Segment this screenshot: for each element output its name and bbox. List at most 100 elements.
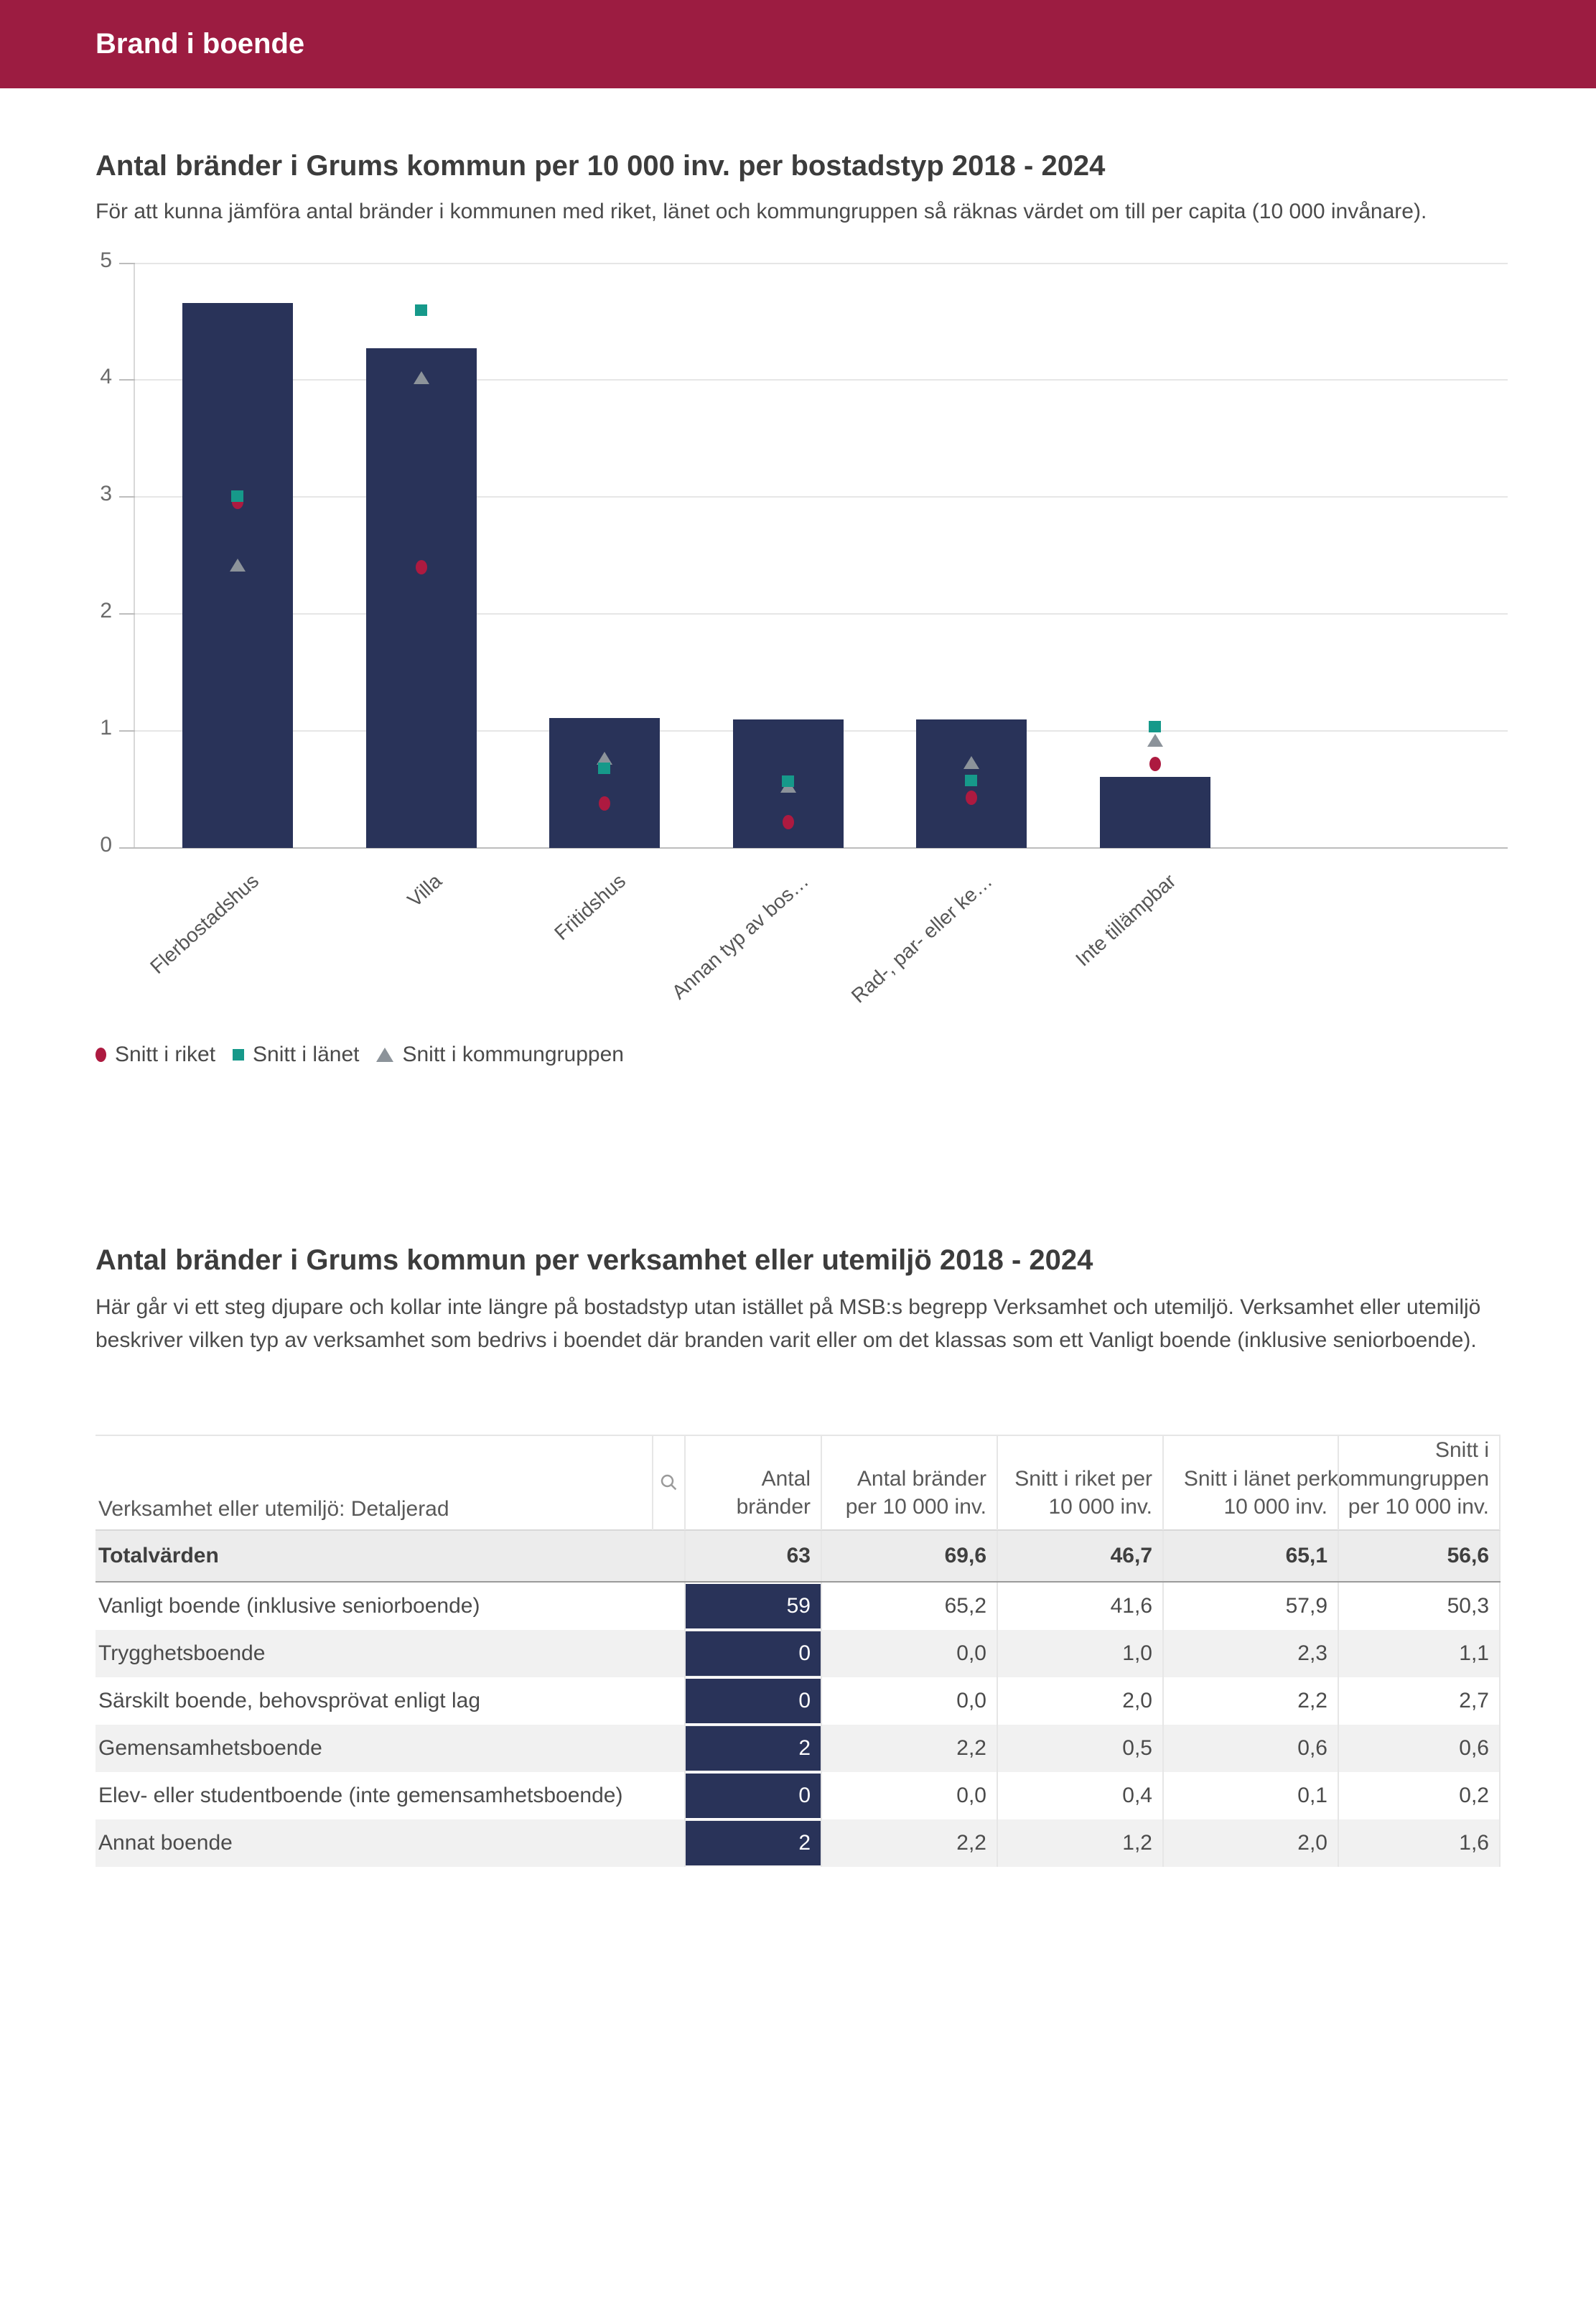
column-header-antal: Antal bränder (684, 1436, 821, 1530)
row-label: Särskilt boende, behovsprövat enligt lag (98, 1689, 481, 1712)
cell: 0,6 (1338, 1725, 1501, 1772)
y-axis-tick (119, 496, 135, 498)
y-axis-tick (119, 262, 135, 264)
cell: 41,6 (997, 1583, 1162, 1630)
gridline (135, 262, 1508, 264)
legend-label: Snitt i länet (253, 1043, 360, 1066)
cell: 63 (684, 1531, 821, 1581)
antal-cell: 0 (684, 1772, 821, 1819)
antal-value: 0 (686, 1631, 821, 1676)
column-header-snitt-lanet: Snitt i länet per 10 000 inv. (1162, 1436, 1338, 1530)
table-row: Särskilt boende, behovsprövat enligt lag… (95, 1677, 1501, 1725)
row-label: Gemensamhetsboende (98, 1736, 322, 1760)
riket-circle-icon (95, 1048, 106, 1062)
y-axis-tick-label: 5 (100, 248, 112, 272)
riket-marker-circle-icon[interactable] (1149, 756, 1161, 771)
y-axis-line (134, 263, 135, 848)
cell: 50,3 (1338, 1583, 1501, 1630)
lanet-marker-square-icon[interactable] (414, 304, 427, 316)
chart-subtitle: För att kunna jämföra antal bränder i ko… (95, 200, 1427, 223)
table-section-title: Antal bränder i Grums kommun per verksam… (95, 1244, 1093, 1277)
table-row: Annat boende 2 2,2 1,2 2,0 1,6 (95, 1819, 1501, 1867)
app-header: Brand i boende (0, 0, 1596, 88)
y-axis-tick-label: 2 (100, 599, 112, 623)
table-row: Elev- eller studentboende (inte gemensam… (95, 1772, 1501, 1819)
cell: 57,9 (1162, 1583, 1338, 1630)
legend-item-kommungruppen: Snitt i kommungruppen (376, 1043, 624, 1067)
y-axis-tick-label: 3 (100, 482, 112, 506)
chart-legend: Snitt i riket Snitt i länet Snitt i komm… (95, 1043, 624, 1067)
y-axis-tick (119, 379, 135, 381)
search-icon (661, 1475, 676, 1491)
x-axis-label: Inte tillämpbar (1070, 870, 1180, 971)
chart-bar[interactable] (916, 719, 1027, 848)
antal-value: 59 (686, 1584, 821, 1628)
legend-item-lanet: Snitt i länet (233, 1043, 359, 1067)
antal-value: 0 (686, 1774, 821, 1818)
cell: 2,0 (1162, 1819, 1338, 1867)
antal-value: 2 (686, 1726, 821, 1771)
cell: 0,2 (1338, 1772, 1501, 1819)
column-header-snitt-riket: Snitt i riket per 10 000 inv. (997, 1436, 1162, 1530)
table-header-row: Verksamhet eller utemiljö: Detaljerad An… (95, 1435, 1501, 1531)
cell: 0,0 (821, 1630, 997, 1677)
cell: 2,0 (997, 1677, 1162, 1725)
page-title: Brand i boende (95, 28, 305, 60)
y-axis-tick-label: 1 (100, 716, 112, 740)
cell: 0,0 (821, 1772, 997, 1819)
antal-value: 0 (686, 1679, 821, 1723)
cell: 0,5 (997, 1725, 1162, 1772)
x-axis-label: Villa (403, 870, 447, 912)
y-axis-tick (119, 730, 135, 732)
cell: 0,4 (997, 1772, 1162, 1819)
kommungruppen-marker-triangle-icon[interactable] (1147, 734, 1163, 747)
x-axis-label: Fritidshus (549, 870, 630, 945)
cell: 2,7 (1338, 1677, 1501, 1725)
chart-bar[interactable] (1099, 776, 1210, 848)
row-label: Trygghetsboende (98, 1641, 266, 1665)
chart-bar[interactable] (732, 719, 844, 848)
cell: 65,2 (821, 1583, 997, 1630)
column-header-snitt-kommungruppen: Snitt i kommungruppen per 10 000 inv. (1327, 1436, 1501, 1530)
cell: 1,2 (997, 1819, 1162, 1867)
cell: 0,1 (1162, 1772, 1338, 1819)
cell: 1,6 (1338, 1819, 1501, 1867)
cell: 2,2 (821, 1819, 997, 1867)
gridline (135, 613, 1508, 615)
column-header-verksamhet: Verksamhet eller utemiljö: Detaljerad (98, 1496, 449, 1521)
legend-label: Snitt i riket (115, 1043, 216, 1066)
cell: 0,0 (821, 1677, 997, 1725)
cell: 46,7 (997, 1531, 1162, 1581)
cell: 65,1 (1162, 1531, 1338, 1581)
antal-cell: 2 (684, 1819, 821, 1867)
cell: 2,2 (1162, 1677, 1338, 1725)
chart-bar[interactable] (365, 348, 477, 848)
x-axis-label: Flerbostadshus (145, 870, 263, 979)
y-axis-tick (119, 847, 135, 849)
table-search-button[interactable] (652, 1436, 684, 1530)
antal-value: 2 (686, 1821, 821, 1865)
chart-title: Antal bränder i Grums kommun per 10 000 … (95, 150, 1106, 182)
table-section-description: Här går vi ett steg djupare och kollar i… (95, 1295, 1481, 1352)
lanet-square-icon (233, 1049, 245, 1061)
lanet-marker-square-icon[interactable] (1148, 720, 1161, 732)
antal-cell: 59 (684, 1583, 821, 1630)
row-label: Elev- eller studentboende (inte gemensam… (98, 1784, 623, 1807)
cell: 2,3 (1162, 1630, 1338, 1677)
kommungruppen-triangle-icon (376, 1048, 394, 1062)
x-axis-label: Annan typ av bos… (667, 870, 813, 1004)
data-table: Verksamhet eller utemiljö: Detaljerad An… (95, 1435, 1501, 1867)
y-axis-tick-label: 0 (100, 833, 112, 857)
table-row: Gemensamhetsboende 2 2,2 0,5 0,6 0,6 (95, 1725, 1501, 1772)
cell: 2,2 (821, 1725, 997, 1772)
gridline (135, 379, 1508, 381)
table-row: Vanligt boende (inklusive seniorboende) … (95, 1583, 1501, 1630)
row-label: Annat boende (98, 1831, 233, 1855)
cell: 1,0 (997, 1630, 1162, 1677)
gridline (135, 496, 1508, 498)
cell: 1,1 (1338, 1630, 1501, 1677)
chart-bar[interactable] (549, 718, 660, 848)
cell: 69,6 (821, 1531, 997, 1581)
chart-bar[interactable] (182, 302, 293, 848)
x-axis-label: Rad-, par- eller ke… (846, 870, 997, 1007)
